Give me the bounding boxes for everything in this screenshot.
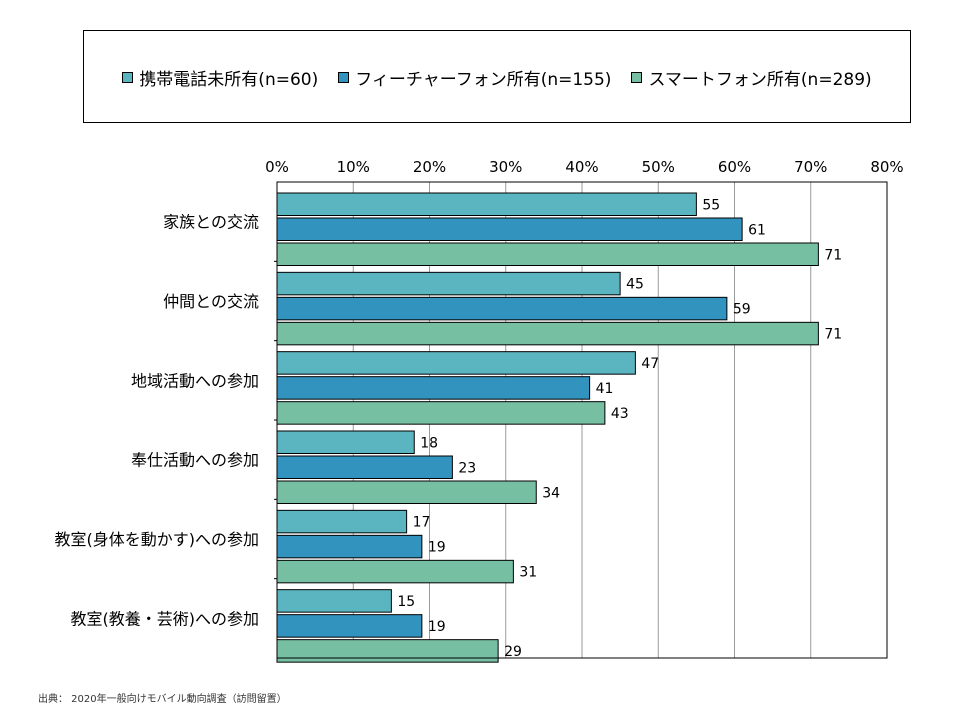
data-label: 31 (519, 565, 537, 581)
category-label: 奉仕活動への参加 (131, 451, 259, 470)
bar (276, 480, 537, 504)
bar (276, 534, 423, 559)
category-label: 地域活動への参加 (131, 371, 259, 390)
data-label: 45 (626, 277, 644, 293)
data-label: 19 (428, 619, 446, 635)
data-label: 59 (733, 302, 751, 318)
legend-item-feature-phone: フィーチャーフォン所有(n=155) (338, 65, 611, 90)
bar (276, 321, 819, 346)
data-label: 55 (702, 197, 720, 213)
data-label: 71 (824, 327, 842, 343)
bar (276, 271, 621, 296)
bar (276, 296, 728, 321)
data-label: 61 (748, 222, 766, 238)
data-label: 43 (611, 406, 629, 422)
legend-swatch-no-phone (122, 72, 134, 83)
x-tick-label: 30% (489, 158, 522, 176)
data-label: 15 (397, 594, 415, 610)
data-label: 71 (824, 247, 842, 263)
legend-label-smartphone: スマートフォン所有(n=289) (648, 70, 872, 90)
legend-item-no-phone: 携帯電話未所有(n=60) (122, 65, 318, 90)
bar (276, 401, 606, 425)
category-label: 仲間との交流 (163, 292, 259, 311)
bar (276, 509, 408, 534)
bar (276, 455, 453, 479)
legend-label-feature-phone: フィーチャーフォン所有(n=155) (355, 70, 612, 90)
category-label: 教室(身体を動かす)への参加 (55, 530, 260, 549)
category-label: 家族との交流 (163, 213, 259, 232)
bar (276, 430, 415, 454)
bar (276, 351, 636, 375)
bar (276, 217, 743, 241)
data-label: 19 (428, 540, 446, 556)
x-tick-label: 60% (718, 158, 751, 176)
data-label: 23 (458, 460, 476, 476)
x-tick-label: 0% (265, 158, 289, 176)
bar (276, 559, 514, 584)
x-tick-label: 40% (565, 158, 598, 176)
bar (276, 589, 392, 613)
bar (276, 614, 423, 638)
x-tick-label: 10% (337, 158, 370, 176)
legend-label-no-phone: 携帯電話未所有(n=60) (139, 70, 319, 90)
bar (276, 639, 499, 663)
data-label: 41 (596, 381, 614, 397)
legend-item-smartphone: スマートフォン所有(n=289) (631, 65, 872, 90)
source-note: 出典： 2020年一般向けモバイル動向調査（訪問留置） (38, 694, 287, 705)
plot-frame (276, 181, 888, 659)
bar (276, 376, 591, 400)
x-tick-label: 50% (642, 158, 675, 176)
x-tick-label: 70% (794, 158, 827, 176)
bar (276, 192, 697, 216)
data-label: 47 (641, 356, 659, 372)
data-label: 29 (504, 644, 522, 660)
data-label: 34 (542, 485, 560, 501)
bar (276, 242, 819, 266)
legend-swatch-feature-phone (338, 72, 350, 83)
data-label: 17 (413, 515, 431, 531)
category-label: 教室(教養・芸術)への参加 (71, 609, 260, 628)
x-tick-label: 80% (870, 158, 903, 176)
data-label: 18 (420, 435, 438, 451)
legend: 携帯電話未所有(n=60) フィーチャーフォン所有(n=155) スマートフォン… (83, 30, 911, 123)
x-tick-label: 20% (413, 158, 446, 176)
legend-swatch-smartphone (631, 72, 643, 83)
